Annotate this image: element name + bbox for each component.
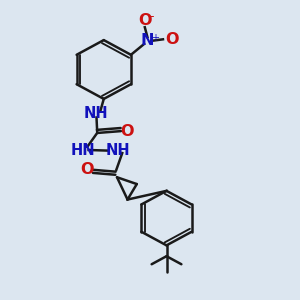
Text: +: + [151,33,159,43]
Text: N: N [141,33,154,48]
Text: NH: NH [83,106,108,121]
Text: O: O [138,13,152,28]
Text: -: - [150,11,154,23]
Text: O: O [120,124,134,139]
Text: HN: HN [70,142,95,158]
Text: O: O [165,32,178,47]
Text: NH: NH [105,143,130,158]
Text: O: O [80,162,94,177]
